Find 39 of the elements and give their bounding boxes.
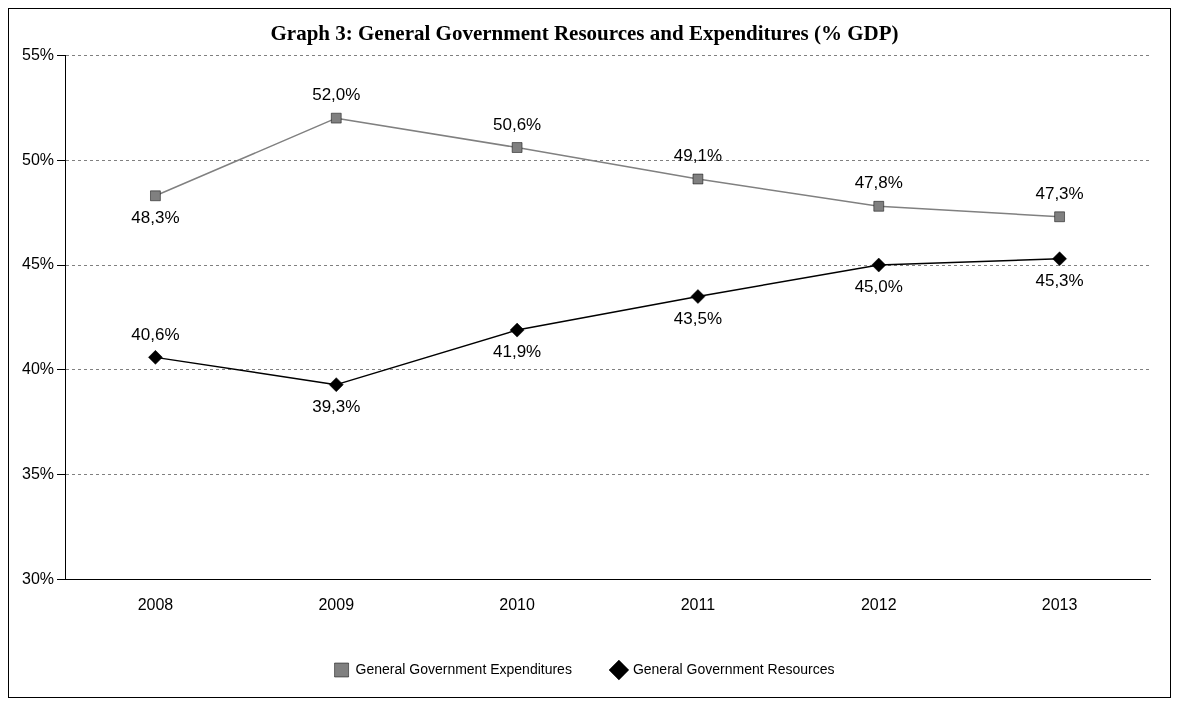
chart-title: Graph 3: General Government Resources and Expenditures (% GDP) xyxy=(270,21,899,46)
x-tick-label: 2013 xyxy=(1041,595,1078,613)
data-label: 49,1% xyxy=(673,146,723,166)
point xyxy=(150,190,161,201)
y-tick-label: 35% xyxy=(21,465,55,483)
point xyxy=(331,112,342,124)
point xyxy=(1052,251,1067,266)
x-tick-label: 2008 xyxy=(137,595,174,613)
point xyxy=(871,257,887,273)
point xyxy=(329,377,344,392)
y-tick-label: 40% xyxy=(21,360,55,378)
data-label: 41,9% xyxy=(493,342,542,362)
data-label: 45,0% xyxy=(854,277,903,297)
point xyxy=(509,322,525,338)
data-label: 47,8% xyxy=(854,173,903,193)
data-label: 40,6% xyxy=(131,324,180,344)
data-label: 48,3% xyxy=(131,207,180,227)
point xyxy=(873,201,884,212)
data-label: 50,6% xyxy=(493,114,542,134)
point xyxy=(1054,211,1065,222)
point xyxy=(511,142,523,153)
data-label: 52,0% xyxy=(312,85,361,105)
point xyxy=(690,289,706,304)
data-label: 47,3% xyxy=(1035,183,1084,203)
point xyxy=(148,350,163,365)
data-label: 45,3% xyxy=(1035,270,1084,290)
legend-label: General Government Expenditures xyxy=(355,660,572,677)
point xyxy=(692,173,704,185)
legend-label: General Government Resources xyxy=(632,660,835,677)
data-label: 39,3% xyxy=(312,396,361,416)
x-tick-label: 2009 xyxy=(318,595,355,613)
data-label: 43,5% xyxy=(673,308,723,328)
y-tick-label: 50% xyxy=(21,150,55,168)
x-tick-label: 2011 xyxy=(680,595,716,613)
y-tick-label: 45% xyxy=(21,255,55,273)
y-tick-label: 30% xyxy=(21,570,55,588)
x-tick-label: 2010 xyxy=(499,595,535,613)
x-tick-label: 2012 xyxy=(860,595,897,613)
y-tick-label: 55% xyxy=(21,45,55,63)
